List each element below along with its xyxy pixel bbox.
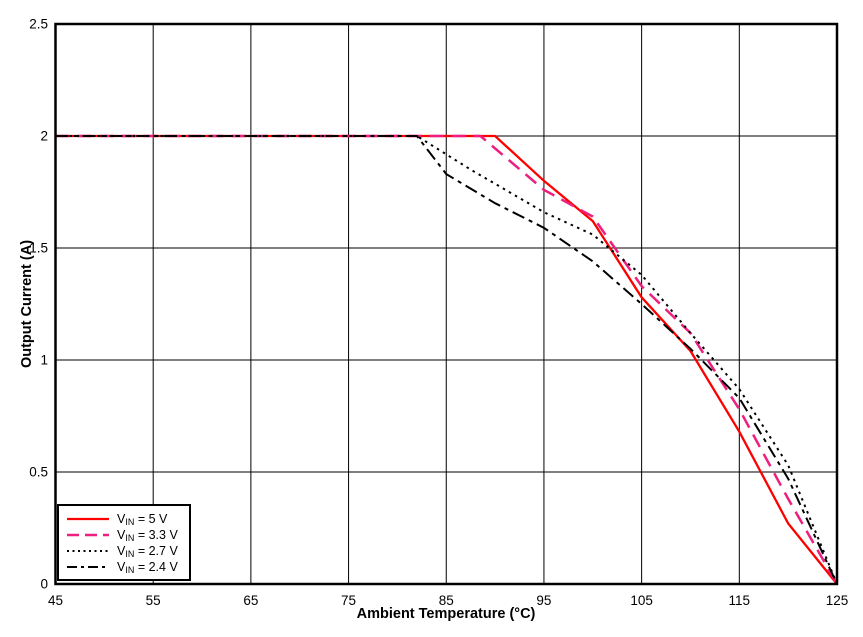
legend-line-swatch xyxy=(67,550,109,552)
series-line-5 xyxy=(55,134,838,585)
legend-item: VIN = 2.4 V xyxy=(67,559,183,575)
y-axis-title: Output Current (A) xyxy=(19,239,35,369)
legend-line-swatch xyxy=(67,566,109,568)
legend-item: VIN = 5 V xyxy=(67,511,183,527)
legend-label: VIN = 2.4 V xyxy=(117,559,178,575)
y-tick-label: 0 xyxy=(40,577,48,592)
legend-item: VIN = 3.3 V xyxy=(67,527,183,543)
series-line-3.3 xyxy=(55,134,839,585)
x-tick-label: 45 xyxy=(48,593,63,608)
x-tick-label: 115 xyxy=(729,593,751,608)
x-tick-label: 85 xyxy=(439,593,454,608)
legend-line-swatch xyxy=(67,533,109,537)
series-line-2.4 xyxy=(55,135,838,585)
x-tick-label: 55 xyxy=(146,593,161,608)
legend-label: VIN = 3.3 V xyxy=(117,527,178,543)
legend-line-swatch xyxy=(67,517,109,521)
x-tick-label: 105 xyxy=(630,593,653,608)
x-tick-label: 125 xyxy=(826,593,849,608)
x-tick-label: 75 xyxy=(341,593,356,608)
x-tick-label: 95 xyxy=(536,593,551,608)
plot-border xyxy=(54,22,839,586)
legend-label: VIN = 2.7 V xyxy=(117,543,178,559)
y-tick-label: 2.5 xyxy=(29,17,48,32)
y-tick-label: 2 xyxy=(40,129,48,144)
series-line-2.7 xyxy=(55,135,838,585)
legend-item: VIN = 2.7 V xyxy=(67,543,183,559)
x-tick-label: 65 xyxy=(243,593,258,608)
legend: VIN = 5 V VIN = 3.3 V VIN = 2.7 V VIN = 2.4… xyxy=(57,504,191,581)
y-tick-label: 1 xyxy=(40,353,48,368)
x-axis-title: Ambient Temperature (°C) xyxy=(356,606,536,622)
y-tick-label: 0.5 xyxy=(29,465,48,480)
y-tick-label: 1.5 xyxy=(29,241,48,256)
legend-label: VIN = 5 V xyxy=(117,511,168,527)
